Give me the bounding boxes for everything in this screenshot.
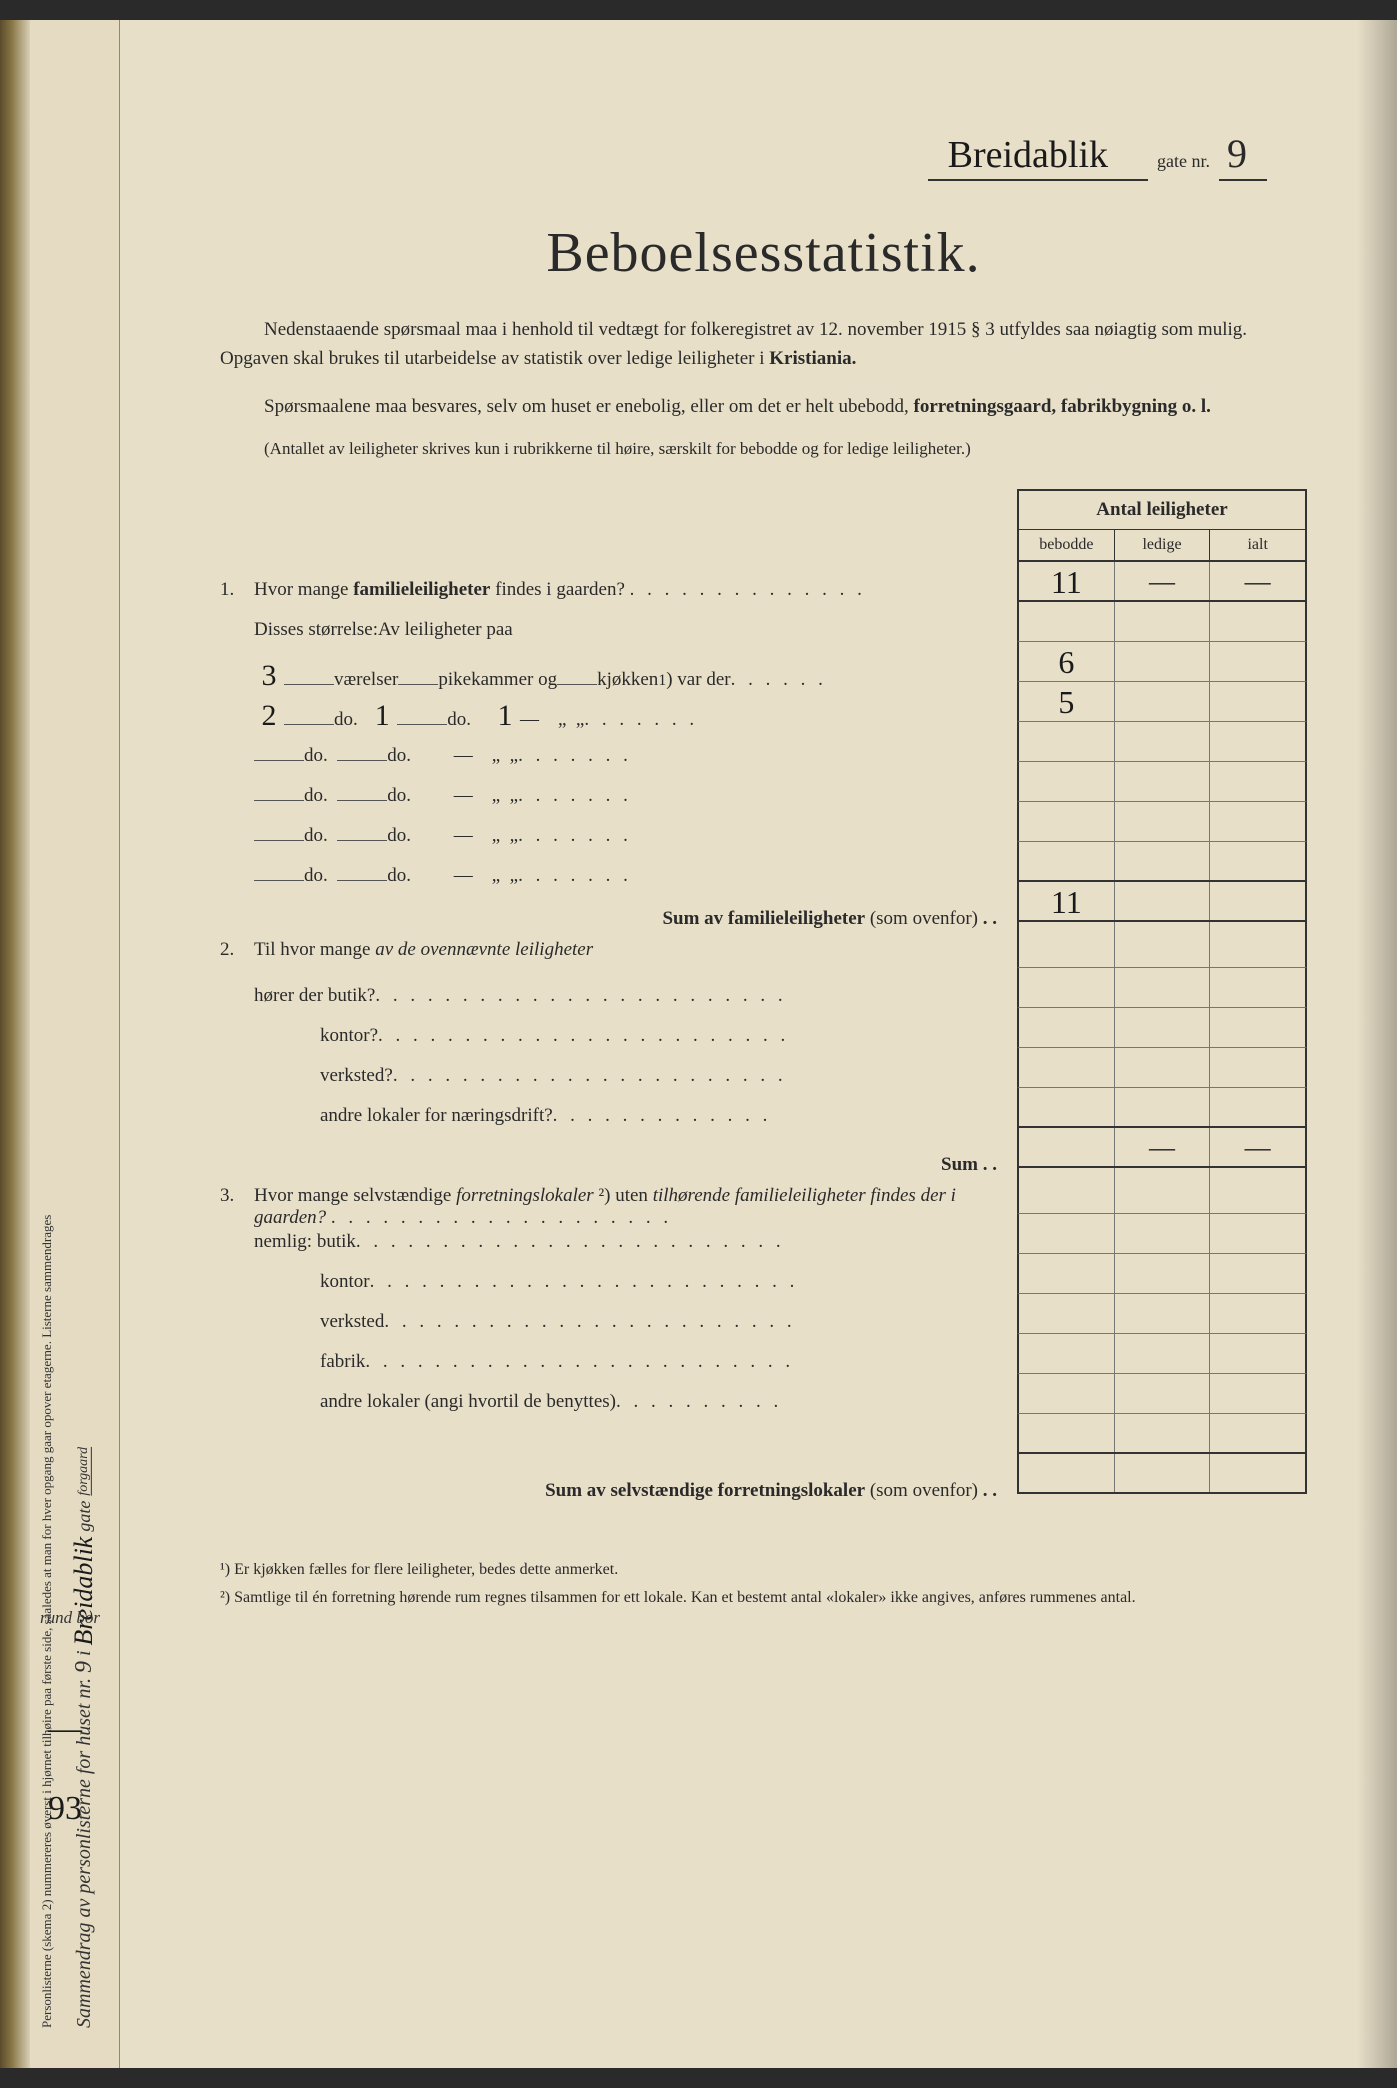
table-row [1017, 1414, 1307, 1454]
table-row [1017, 762, 1307, 802]
footnote-1: ¹) Er kjøkken fælles for flere leilighet… [242, 1561, 1307, 1579]
street-handwritten: Breidablik [928, 133, 1148, 181]
table-header-cols: bebodde ledige ialt [1017, 530, 1307, 562]
table-row [1017, 802, 1307, 842]
table-row [1017, 1254, 1307, 1294]
table-row-sum2: —— [1017, 1128, 1307, 1168]
table-row [1017, 1008, 1307, 1048]
table-row: 11—— [1017, 562, 1307, 602]
intro-2: Spørsmaalene maa besvares, selv om huset… [220, 392, 1307, 421]
table-header-title: Antal leiligheter [1017, 489, 1307, 530]
table-row [1017, 922, 1307, 968]
margin-scribble-1: — [48, 1710, 82, 1748]
table-row [1017, 1168, 1307, 1214]
page-title: Beboelsesstatistik. [220, 221, 1307, 285]
table-row: 6 [1017, 642, 1307, 682]
intro-1: Nedenstaaende spørsmaal maa i henhold ti… [220, 315, 1307, 374]
th-bebodde: bebodde [1019, 530, 1115, 560]
gate-num: 9 [1219, 130, 1267, 181]
footnotes: ¹) Er kjøkken fælles for flere leilighet… [220, 1561, 1307, 1607]
page: Personlisterne (skema 2) nummereres øver… [0, 20, 1397, 2068]
footnote-2: ²) Samtlige til én forretning hørende ru… [242, 1589, 1307, 1607]
gate-label: gate nr. [1157, 151, 1210, 171]
margin-vertical-text: Personlisterne (skema 2) nummereres øver… [38, 180, 103, 2028]
margin-rund-bor: rund bor [40, 1608, 100, 1628]
binding-edge [0, 20, 30, 2068]
table-row: 5 [1017, 682, 1307, 722]
table-row [1017, 1088, 1307, 1128]
th-ialt: ialt [1210, 530, 1305, 560]
table-row [1017, 722, 1307, 762]
table-row-sum3 [1017, 1454, 1307, 1494]
header-line: Breidablik gate nr. 9 [220, 130, 1307, 181]
main-page: Breidablik gate nr. 9 Beboelsesstatistik… [120, 20, 1397, 2068]
table-row [1017, 602, 1307, 642]
table-row [1017, 1214, 1307, 1254]
table-row [1017, 1374, 1307, 1414]
table-row [1017, 1334, 1307, 1374]
left-margin: Personlisterne (skema 2) nummereres øver… [30, 20, 120, 2068]
table-row [1017, 1294, 1307, 1334]
small-note: (Antallet av leiligheter skrives kun i r… [220, 439, 1307, 459]
th-ledige: ledige [1115, 530, 1211, 560]
page-shadow [1357, 20, 1397, 2068]
table-row [1017, 1048, 1307, 1088]
margin-line2: Personlisterne (skema 2) nummereres øver… [38, 180, 56, 2028]
margin-line1: Sammendrag av personlisterne for huset n… [66, 180, 102, 2028]
form-area: Antal leiligheter bebodde ledige ialt 11… [220, 489, 1307, 1511]
table-row [1017, 842, 1307, 882]
margin-scribble-2: 93 [48, 1790, 82, 1828]
table-row-sum1: 11 [1017, 882, 1307, 922]
table-row [1017, 968, 1307, 1008]
table-box: Antal leiligheter bebodde ledige ialt 11… [1017, 489, 1307, 1494]
